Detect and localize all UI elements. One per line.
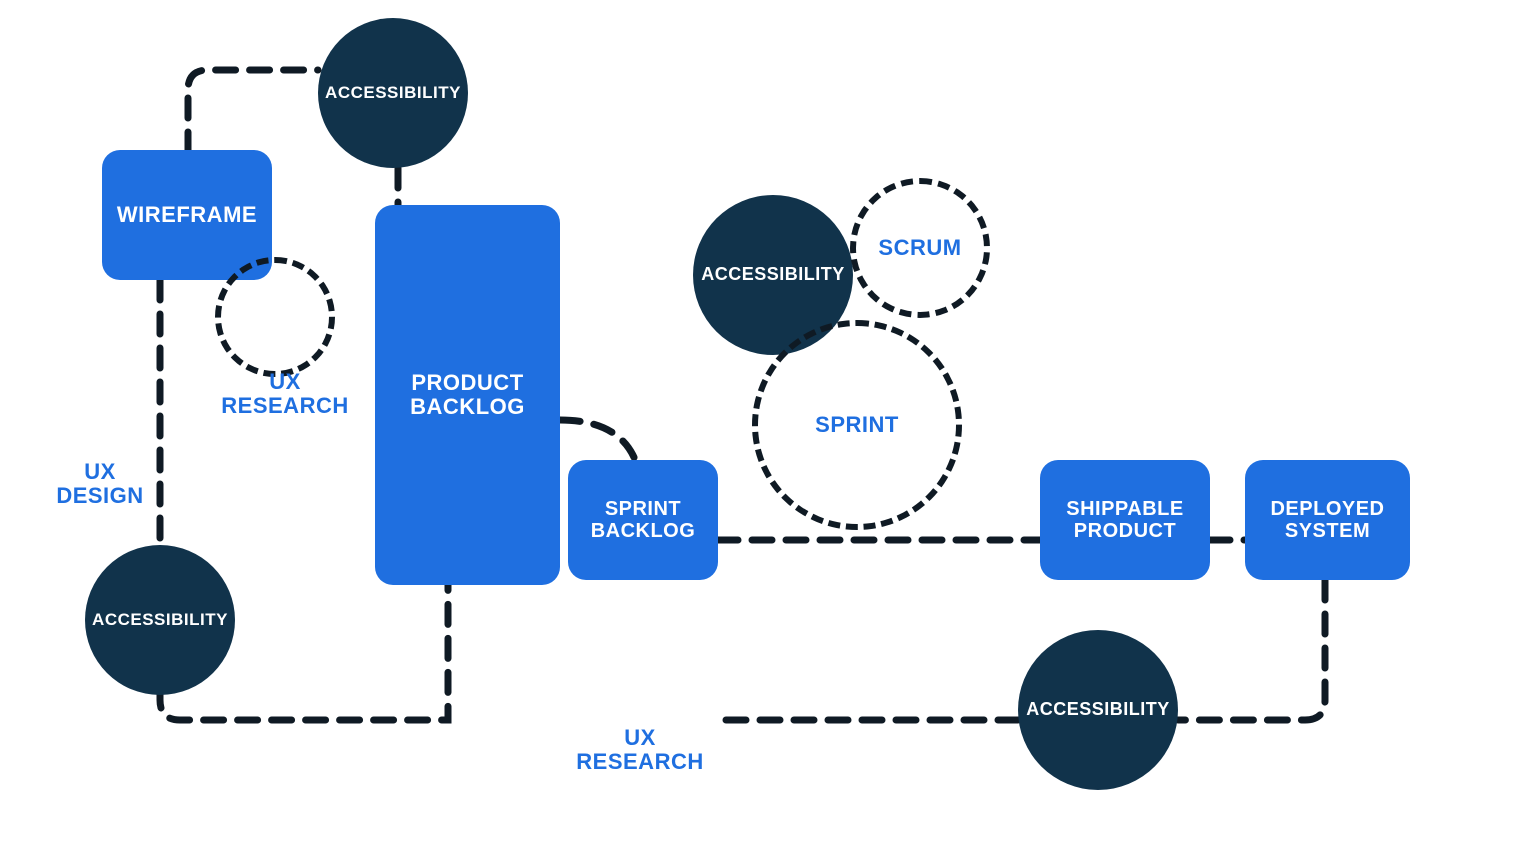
node-label-accessibility-1: ACCESSIBILITY [325, 84, 461, 103]
node-label-accessibility-2: ACCESSIBILITY [92, 611, 228, 630]
node-label-wireframe: WIREFRAME [117, 203, 257, 227]
node-accessibility-2: ACCESSIBILITY [85, 545, 235, 695]
node-sprint-backlog: SPRINTBACKLOG [568, 460, 718, 580]
node-label-sprint-backlog: SPRINTBACKLOG [591, 498, 696, 542]
edge-wireframe-to-acc1 [188, 70, 318, 152]
edge-deployed-down [1178, 580, 1325, 720]
node-label-sprint: SPRINT [815, 413, 899, 437]
node-label-scrum: SCRUM [878, 236, 961, 260]
node-shippable: SHIPPABLEPRODUCT [1040, 460, 1210, 580]
node-label-shippable: SHIPPABLEPRODUCT [1066, 498, 1183, 542]
node-accessibility-4: ACCESSIBILITY [1018, 630, 1178, 790]
node-label-accessibility-3: ACCESSIBILITY [701, 265, 845, 285]
label-ux-research-2: UXRESEARCH [560, 726, 720, 774]
node-wireframe: WIREFRAME [102, 150, 272, 280]
node-sprint: SPRINT [752, 320, 962, 530]
node-accessibility-1: ACCESSIBILITY [318, 18, 468, 168]
node-product-backlog: PRODUCTBACKLOG [375, 205, 560, 585]
diagram-stage: WIREFRAME ACCESSIBILITY PRODUCTBACKLOG SPRI… [0, 0, 1536, 852]
edge-pb-to-sb-arc [560, 420, 636, 462]
node-scrum: SCRUM [850, 178, 990, 318]
node-label-product-backlog: PRODUCTBACKLOG [410, 371, 525, 419]
label-ux-design: UXDESIGN [40, 460, 160, 508]
node-ux-research-dot [215, 257, 335, 377]
label-ux-research-1: UXRESEARCH [210, 370, 360, 418]
node-deployed: DEPLOYEDSYSTEM [1245, 460, 1410, 580]
node-label-accessibility-4: ACCESSIBILITY [1026, 700, 1170, 720]
node-label-deployed: DEPLOYEDSYSTEM [1270, 498, 1384, 542]
